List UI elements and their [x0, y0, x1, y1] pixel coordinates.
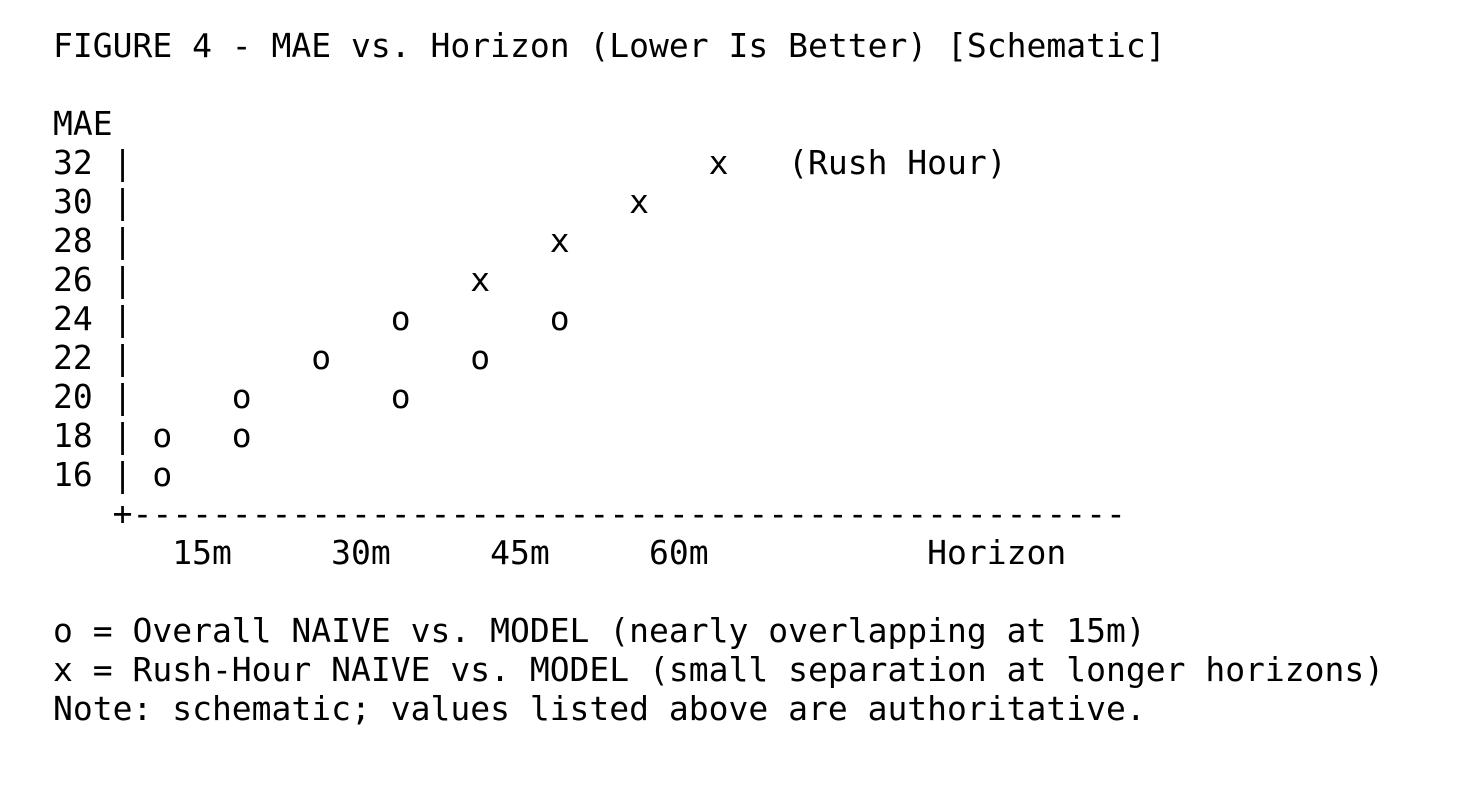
y-axis-title: MAE: [53, 104, 113, 143]
x-axis-tick-labels: 15m 30m 45m 60m Horizon: [53, 533, 1067, 572]
plot-row-28: 28 | x: [53, 221, 570, 260]
figure-title: FIGURE 4 - MAE vs. Horizon (Lower Is Bet…: [53, 26, 1166, 65]
legend-overall: o = Overall NAIVE vs. MODEL (nearly over…: [53, 611, 1146, 650]
plot-row-30: 30 | x: [53, 182, 650, 221]
plot-row-16: 16 | o: [53, 455, 173, 494]
ascii-figure: FIGURE 4 - MAE vs. Horizon (Lower Is Bet…: [53, 26, 1482, 728]
legend-rush-hour: x = Rush-Hour NAIVE vs. MODEL (small sep…: [53, 650, 1385, 689]
blank-line: [53, 572, 1482, 611]
plot-row-18: 18 | o o: [53, 416, 252, 455]
plot-row-24: 24 | o o: [53, 299, 570, 338]
schematic-note: Note: schematic; values listed above are…: [53, 689, 1146, 728]
plot-row-20: 20 | o o: [53, 377, 411, 416]
plot-row-22: 22 | o o: [53, 338, 491, 377]
plot-row-26: 26 | x: [53, 260, 491, 299]
plot-row-32: 32 | x (Rush Hour): [53, 143, 1007, 182]
blank-line: [53, 65, 1482, 104]
x-axis-line: +---------------------------------------…: [53, 494, 1126, 533]
